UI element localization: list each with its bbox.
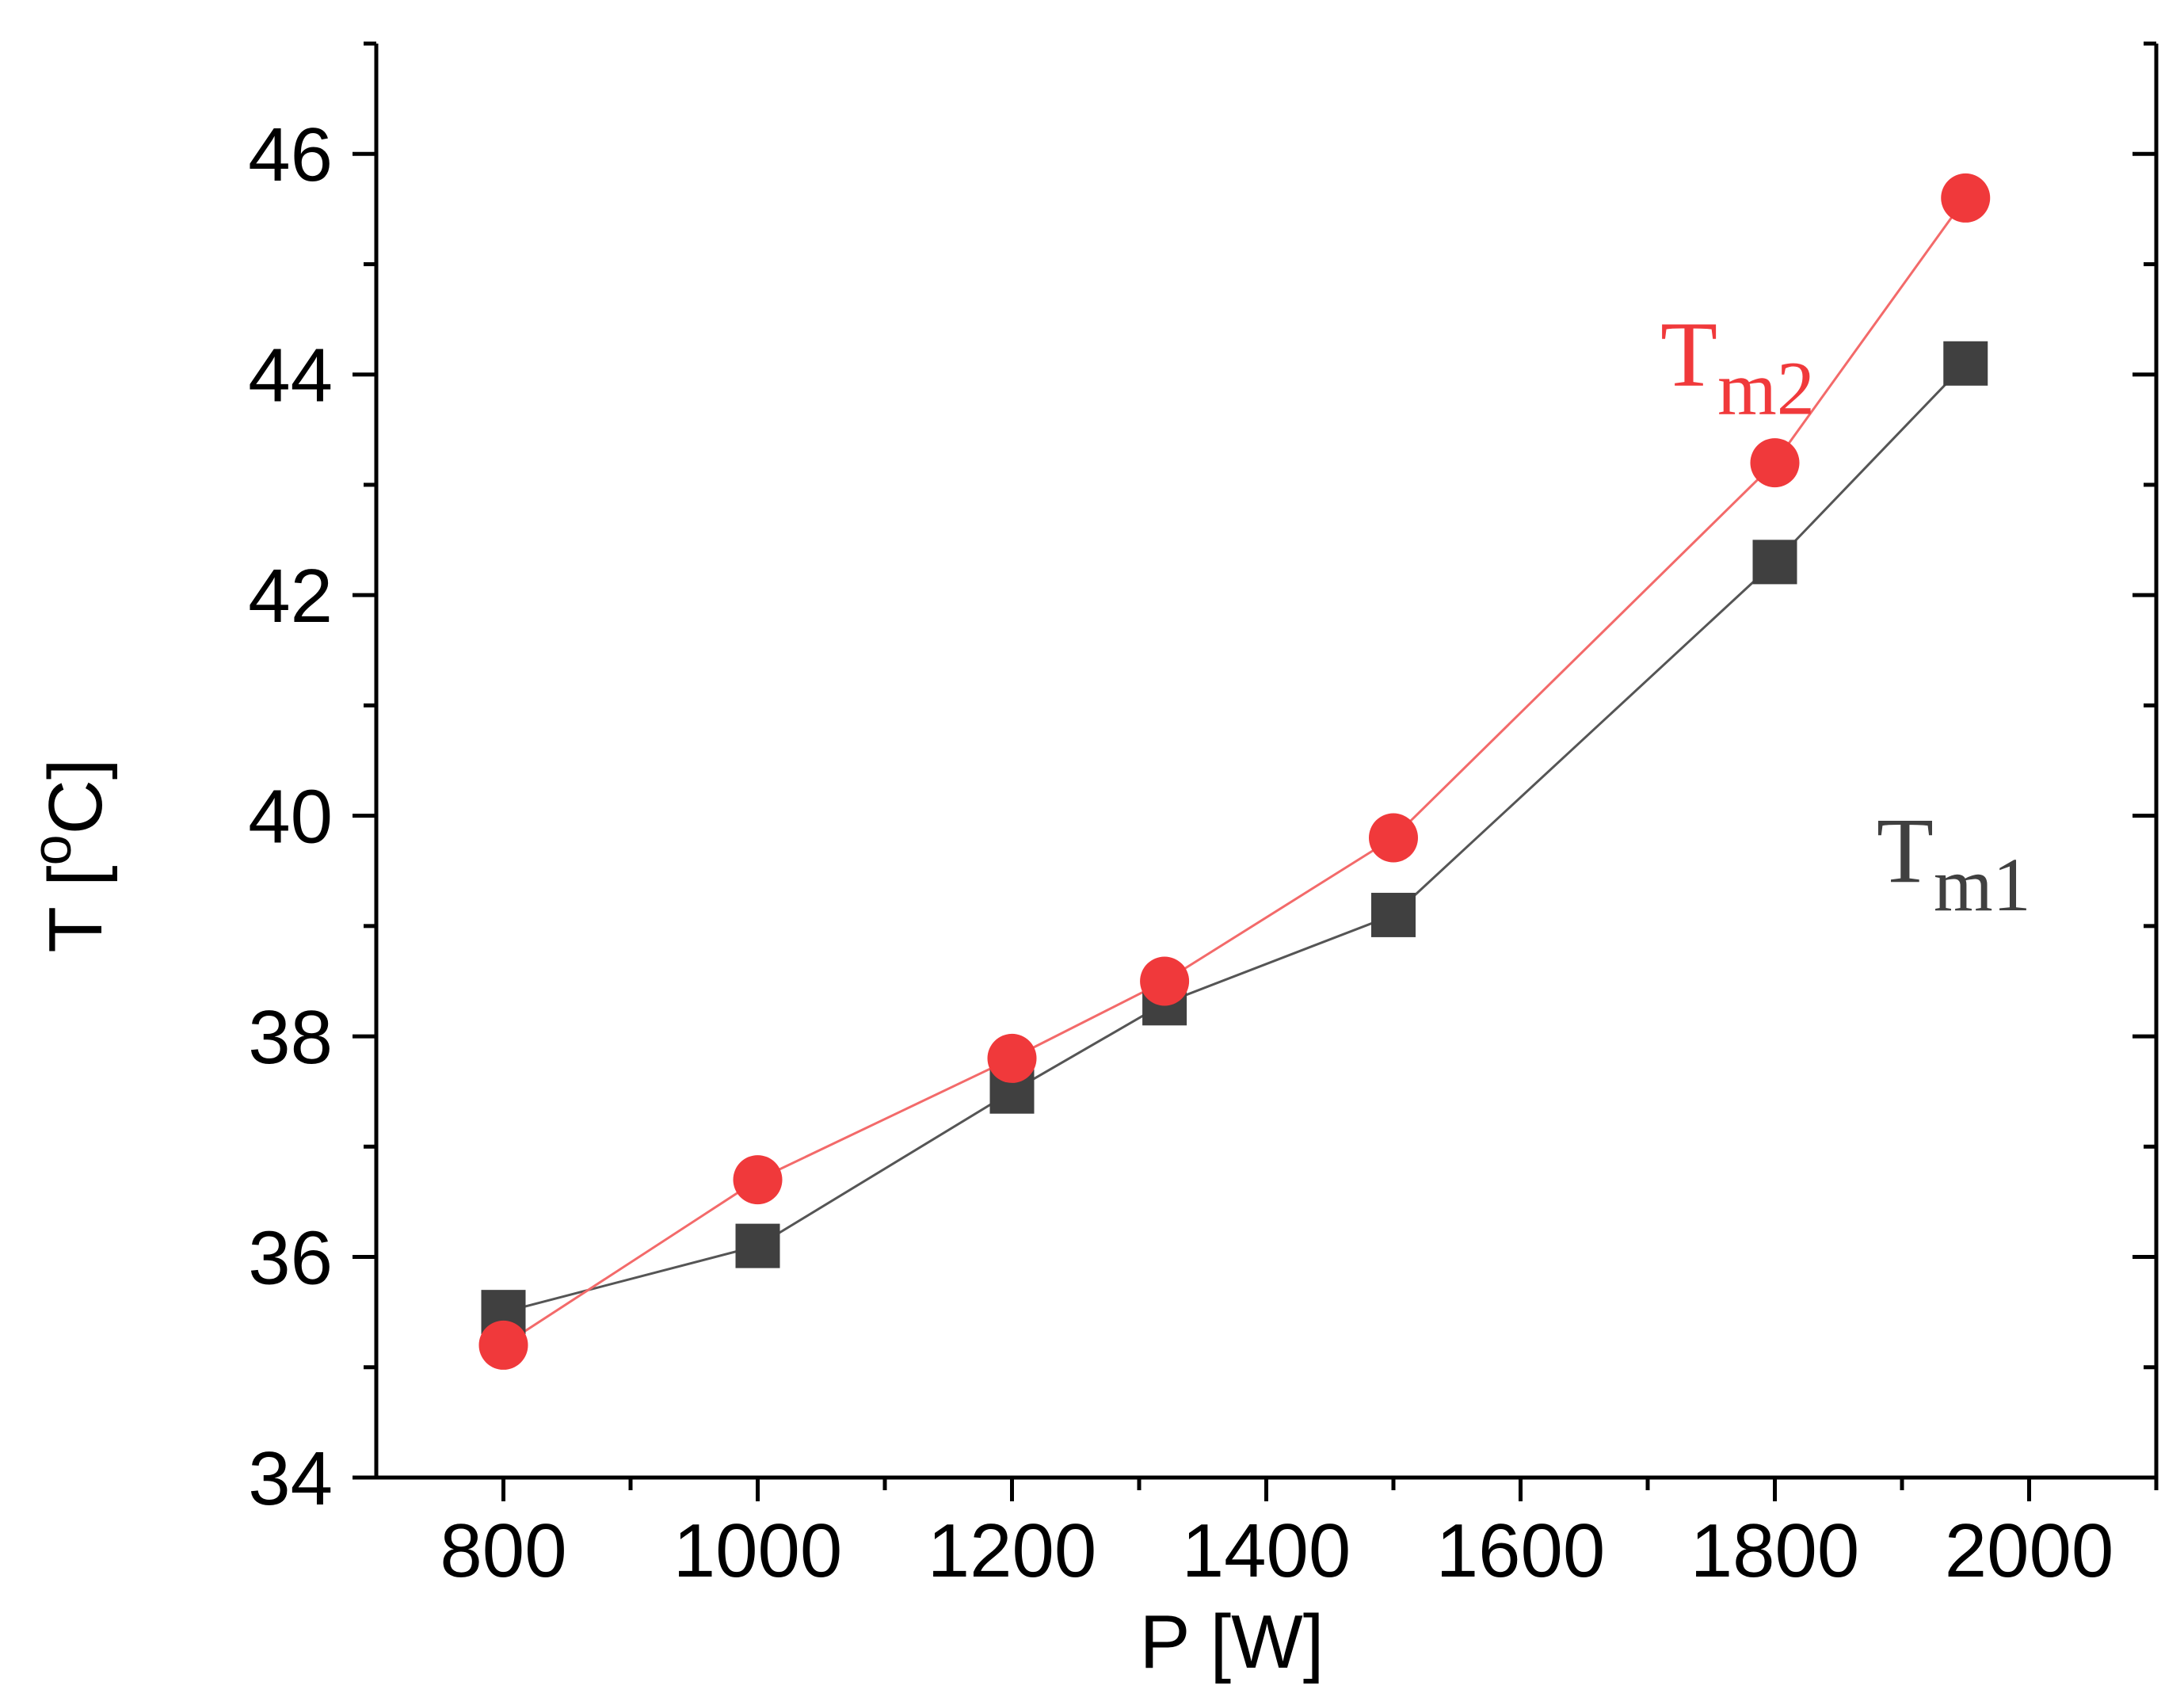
x-tick-label: 1800 [1690, 1508, 1860, 1593]
tm2-annotation-main: T [1660, 303, 1717, 406]
tm2-annotation-sub: m2 [1717, 346, 1815, 431]
tm1-annotation-sub: m1 [1934, 842, 2031, 927]
axes [374, 44, 2159, 1480]
tm1-point [1943, 341, 1988, 386]
y-axis-title-sup: o [21, 834, 82, 865]
tm2-point [987, 1033, 1037, 1083]
y-axis-title: T [oC] [21, 758, 118, 952]
tm1-point [1371, 892, 1416, 937]
y-tick-label: 46 [248, 112, 333, 197]
tm1-point [1752, 540, 1797, 585]
x-tick-label: 1000 [673, 1508, 843, 1593]
y-tick-label: 44 [248, 334, 333, 418]
series-markers [478, 173, 1991, 1370]
x-tick-label: 1600 [1436, 1508, 1606, 1593]
x-tick-label: 1400 [1182, 1508, 1351, 1593]
tm1-annotation-main: T [1877, 799, 1934, 902]
x-tick-label: 2000 [1945, 1508, 2114, 1593]
tm2-point [1140, 956, 1190, 1006]
tm2-point [733, 1155, 783, 1205]
y-tick-label: 38 [248, 995, 333, 1080]
y-tick-label: 34 [248, 1436, 333, 1521]
x-axis-title: P [W] [1140, 1600, 1325, 1684]
tick-marks [353, 41, 2159, 1501]
y-axis-title-suffix: C] [33, 758, 118, 834]
tm2-point [1750, 438, 1800, 488]
y-tick-label: 40 [248, 775, 333, 860]
tm2-point [1941, 173, 1991, 223]
y-tick-label: 42 [248, 554, 333, 639]
tm1-point [735, 1223, 780, 1268]
x-tick-label: 1200 [928, 1508, 1097, 1593]
tm2-point [478, 1320, 528, 1370]
tm2-point [1369, 813, 1418, 863]
tick-labels: 800 1000 1200 1400 1600 1800 2000 34 36 38 40 42 44 4… [248, 112, 2113, 1593]
y-tick-label: 36 [248, 1216, 333, 1301]
tm1-annotation: Tm1 [1877, 799, 2031, 927]
x-tick-label: 800 [440, 1508, 566, 1593]
tm1-line [503, 362, 1967, 1314]
tm2-annotation: Tm2 [1660, 303, 1815, 431]
y-axis-title-prefix: T [ [33, 865, 118, 952]
